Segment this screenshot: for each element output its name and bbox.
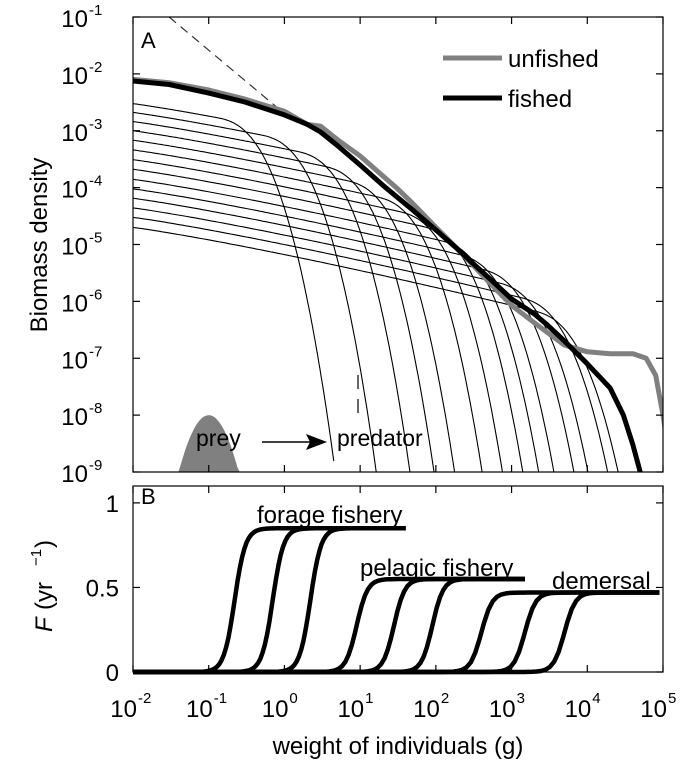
- y-tick-label-a-exp: -7: [89, 343, 102, 360]
- species-curve: [133, 139, 456, 472]
- y-tick-label-a-base: 10: [61, 290, 88, 317]
- legend-label-unfished: unfished: [508, 46, 599, 73]
- y-axis-label-b-main: F: [31, 616, 58, 632]
- y-tick-label-a-base: 10: [61, 177, 88, 204]
- y-axis-label-b: F (yr −1): [28, 540, 58, 632]
- x-tick-label-base: 10: [640, 696, 667, 723]
- y-tick-label-a-exp: -5: [89, 230, 102, 247]
- plot-area-a: [133, 17, 663, 472]
- annotation-prey: prey: [196, 425, 241, 451]
- y-axis-label-a: Biomass density: [26, 158, 53, 333]
- fishery-curve-2-2: [133, 590, 660, 675]
- y-tick-label-a-base: 10: [61, 63, 88, 90]
- annotation-arrow-head: [306, 434, 327, 450]
- x-tick-label-exp: -2: [138, 690, 151, 707]
- x-tick-label-exp: 4: [592, 690, 600, 707]
- fishery-label-forage: forage fishery: [257, 502, 402, 529]
- species-curve: [133, 159, 504, 472]
- y-tick-label-b: 0.5: [86, 575, 119, 602]
- y-axis-label-b-close: ): [31, 540, 58, 548]
- y-tick-label-b: 1: [106, 491, 119, 518]
- y-tick-label-a-base: 10: [61, 404, 88, 431]
- fishery-label-pelagic: pelagic fishery: [360, 555, 513, 582]
- panel-a: 10-910-810-710-610-510-410-310-210 -1Biom…: [26, 2, 664, 488]
- axes-frame-a: [132, 16, 664, 473]
- y-tick-label-a-exp: -6: [89, 286, 102, 303]
- y-axis-label-b-exp: −1: [28, 549, 45, 566]
- y-tick-label-a-base: 10: [61, 120, 88, 147]
- y-axis-label-b-unit: (yr: [31, 582, 58, 610]
- x-tick-label-base: 10: [186, 696, 213, 723]
- x-tick-label-exp: 3: [517, 690, 525, 707]
- y-tick-label-a-base: 10: [61, 6, 88, 33]
- y-tick-label-a-exp: -3: [89, 116, 102, 133]
- prey-spectrum: [133, 415, 315, 472]
- fishery-curve-2-0: [133, 590, 660, 675]
- species-curve: [133, 111, 377, 472]
- species-curve: [133, 216, 609, 472]
- y-tick-label-a-base: 10: [61, 234, 88, 261]
- x-axis-label: weight of individuals (g): [272, 733, 524, 760]
- y-tick-label-a-exp: -1: [89, 2, 102, 19]
- fishery-curve-1-0: [133, 576, 525, 675]
- species-curve: [133, 197, 575, 472]
- species-curve: [133, 130, 435, 472]
- series-line-unfished: [133, 76, 663, 432]
- x-tick-label-base: 10: [262, 696, 289, 723]
- fishery-curve-1-2: [133, 576, 525, 675]
- x-tick-label-exp: 2: [441, 690, 449, 707]
- y-tick-label-a-exp: -4: [89, 173, 102, 190]
- annotation-predator: predator: [337, 425, 423, 451]
- x-tick-label-exp: -1: [214, 690, 227, 707]
- y-tick-label-a-exp: -8: [89, 400, 102, 417]
- species-curve: [133, 149, 483, 472]
- species-curve: [133, 103, 335, 462]
- species-curve: [133, 226, 619, 472]
- y-tick-label-a-base: 10: [61, 347, 88, 374]
- panel-label-b: B: [141, 484, 156, 509]
- y-tick-label-a-exp: -9: [89, 457, 102, 474]
- x-tick-label-exp: 5: [668, 690, 676, 707]
- fishery-curve-1-1: [133, 576, 525, 675]
- x-tick-label-base: 10: [110, 696, 137, 723]
- x-tick-label-base: 10: [489, 696, 516, 723]
- y-tick-label-b: 0: [106, 660, 119, 687]
- x-tick-label-base: 10: [565, 696, 592, 723]
- x-tick-label-base: 10: [413, 696, 440, 723]
- series-line-fished: [133, 78, 643, 472]
- species-curve: [133, 207, 589, 472]
- panel-label-a: A: [141, 28, 156, 53]
- species-curve: [133, 121, 411, 472]
- x-tick-label-exp: 1: [365, 690, 373, 707]
- y-tick-label-a-base: 10: [61, 461, 88, 488]
- fishery-curve-2-1: [133, 590, 660, 675]
- reference-dashed-line: [168, 17, 285, 115]
- y-tick-label-a-exp: -2: [89, 59, 102, 76]
- x-tick-label-exp: 0: [289, 690, 297, 707]
- x-tick-label-base: 10: [337, 696, 364, 723]
- fishery-label-demersal: demersal: [552, 568, 651, 595]
- legend-label-fished: fished: [508, 86, 572, 113]
